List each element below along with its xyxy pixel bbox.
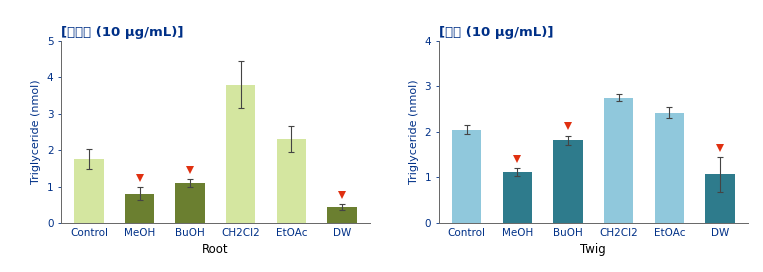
X-axis label: Root: Root	[202, 243, 229, 256]
Bar	[327, 207, 357, 223]
Y-axis label: Triglyceride (nmol): Triglyceride (nmol)	[409, 80, 419, 184]
Text: [상지 (10 μg/mL)]: [상지 (10 μg/mL)]	[439, 26, 553, 39]
Bar	[125, 194, 154, 223]
Bar	[503, 172, 532, 223]
X-axis label: Twig: Twig	[581, 243, 606, 256]
Bar	[553, 140, 583, 223]
Bar	[74, 159, 104, 223]
Bar	[655, 113, 684, 223]
Bar	[277, 139, 306, 223]
Y-axis label: Triglyceride (nmol): Triglyceride (nmol)	[31, 80, 41, 184]
Bar	[604, 98, 633, 223]
Text: [상백피 (10 μg/mL)]: [상백피 (10 μg/mL)]	[61, 26, 184, 39]
Bar	[452, 130, 481, 223]
Bar	[226, 85, 256, 223]
Bar	[705, 174, 735, 223]
Bar	[175, 183, 204, 223]
